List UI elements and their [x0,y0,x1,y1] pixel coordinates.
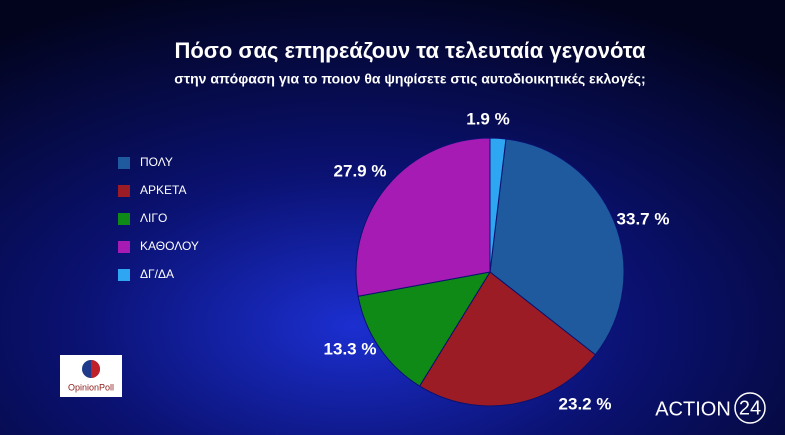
legend-swatch [118,213,130,225]
logo-text: OpinionPoll [68,382,114,392]
value-label: 27.9 % [334,161,387,180]
channel-logo: ACTION 24 [655,392,766,424]
value-label: 33.7 % [617,209,670,228]
value-label: 13.3 % [324,339,377,358]
legend-label: ΔΓ/ΔΑ [140,267,174,281]
pie-slice [489,138,625,356]
legend-label: ΑΡΚΕΤΑ [140,183,186,197]
value-label: 23.2 % [559,394,612,413]
pie-slice [355,137,491,297]
channel-number: 24 [739,397,761,419]
channel-name: ACTION [655,398,731,420]
legend-swatch [118,185,130,197]
pie-slice [418,271,597,407]
value-label: 1.9 % [466,109,509,128]
channel-ring [734,392,766,424]
chart-subtitle: στην απόφαση για το ποιον θα ψηφίσετε στ… [174,71,645,87]
chart-title: Πόσο σας επηρεάζουν τα τελευταία γεγονότ… [174,38,646,63]
legend-swatch [118,241,130,253]
poll-logo: OpinionPoll [60,355,122,397]
legend-label: ΚΑΘΟΛΟΥ [140,239,199,253]
pie-slice [489,137,507,273]
logo-icon-half [91,360,100,378]
legend-label: ΛΙΓΟ [140,211,167,225]
legend-swatch [118,269,130,281]
pie-slice [357,271,492,387]
legend-swatch [118,157,130,169]
legend-label: ΠΟΛΥ [140,155,173,169]
